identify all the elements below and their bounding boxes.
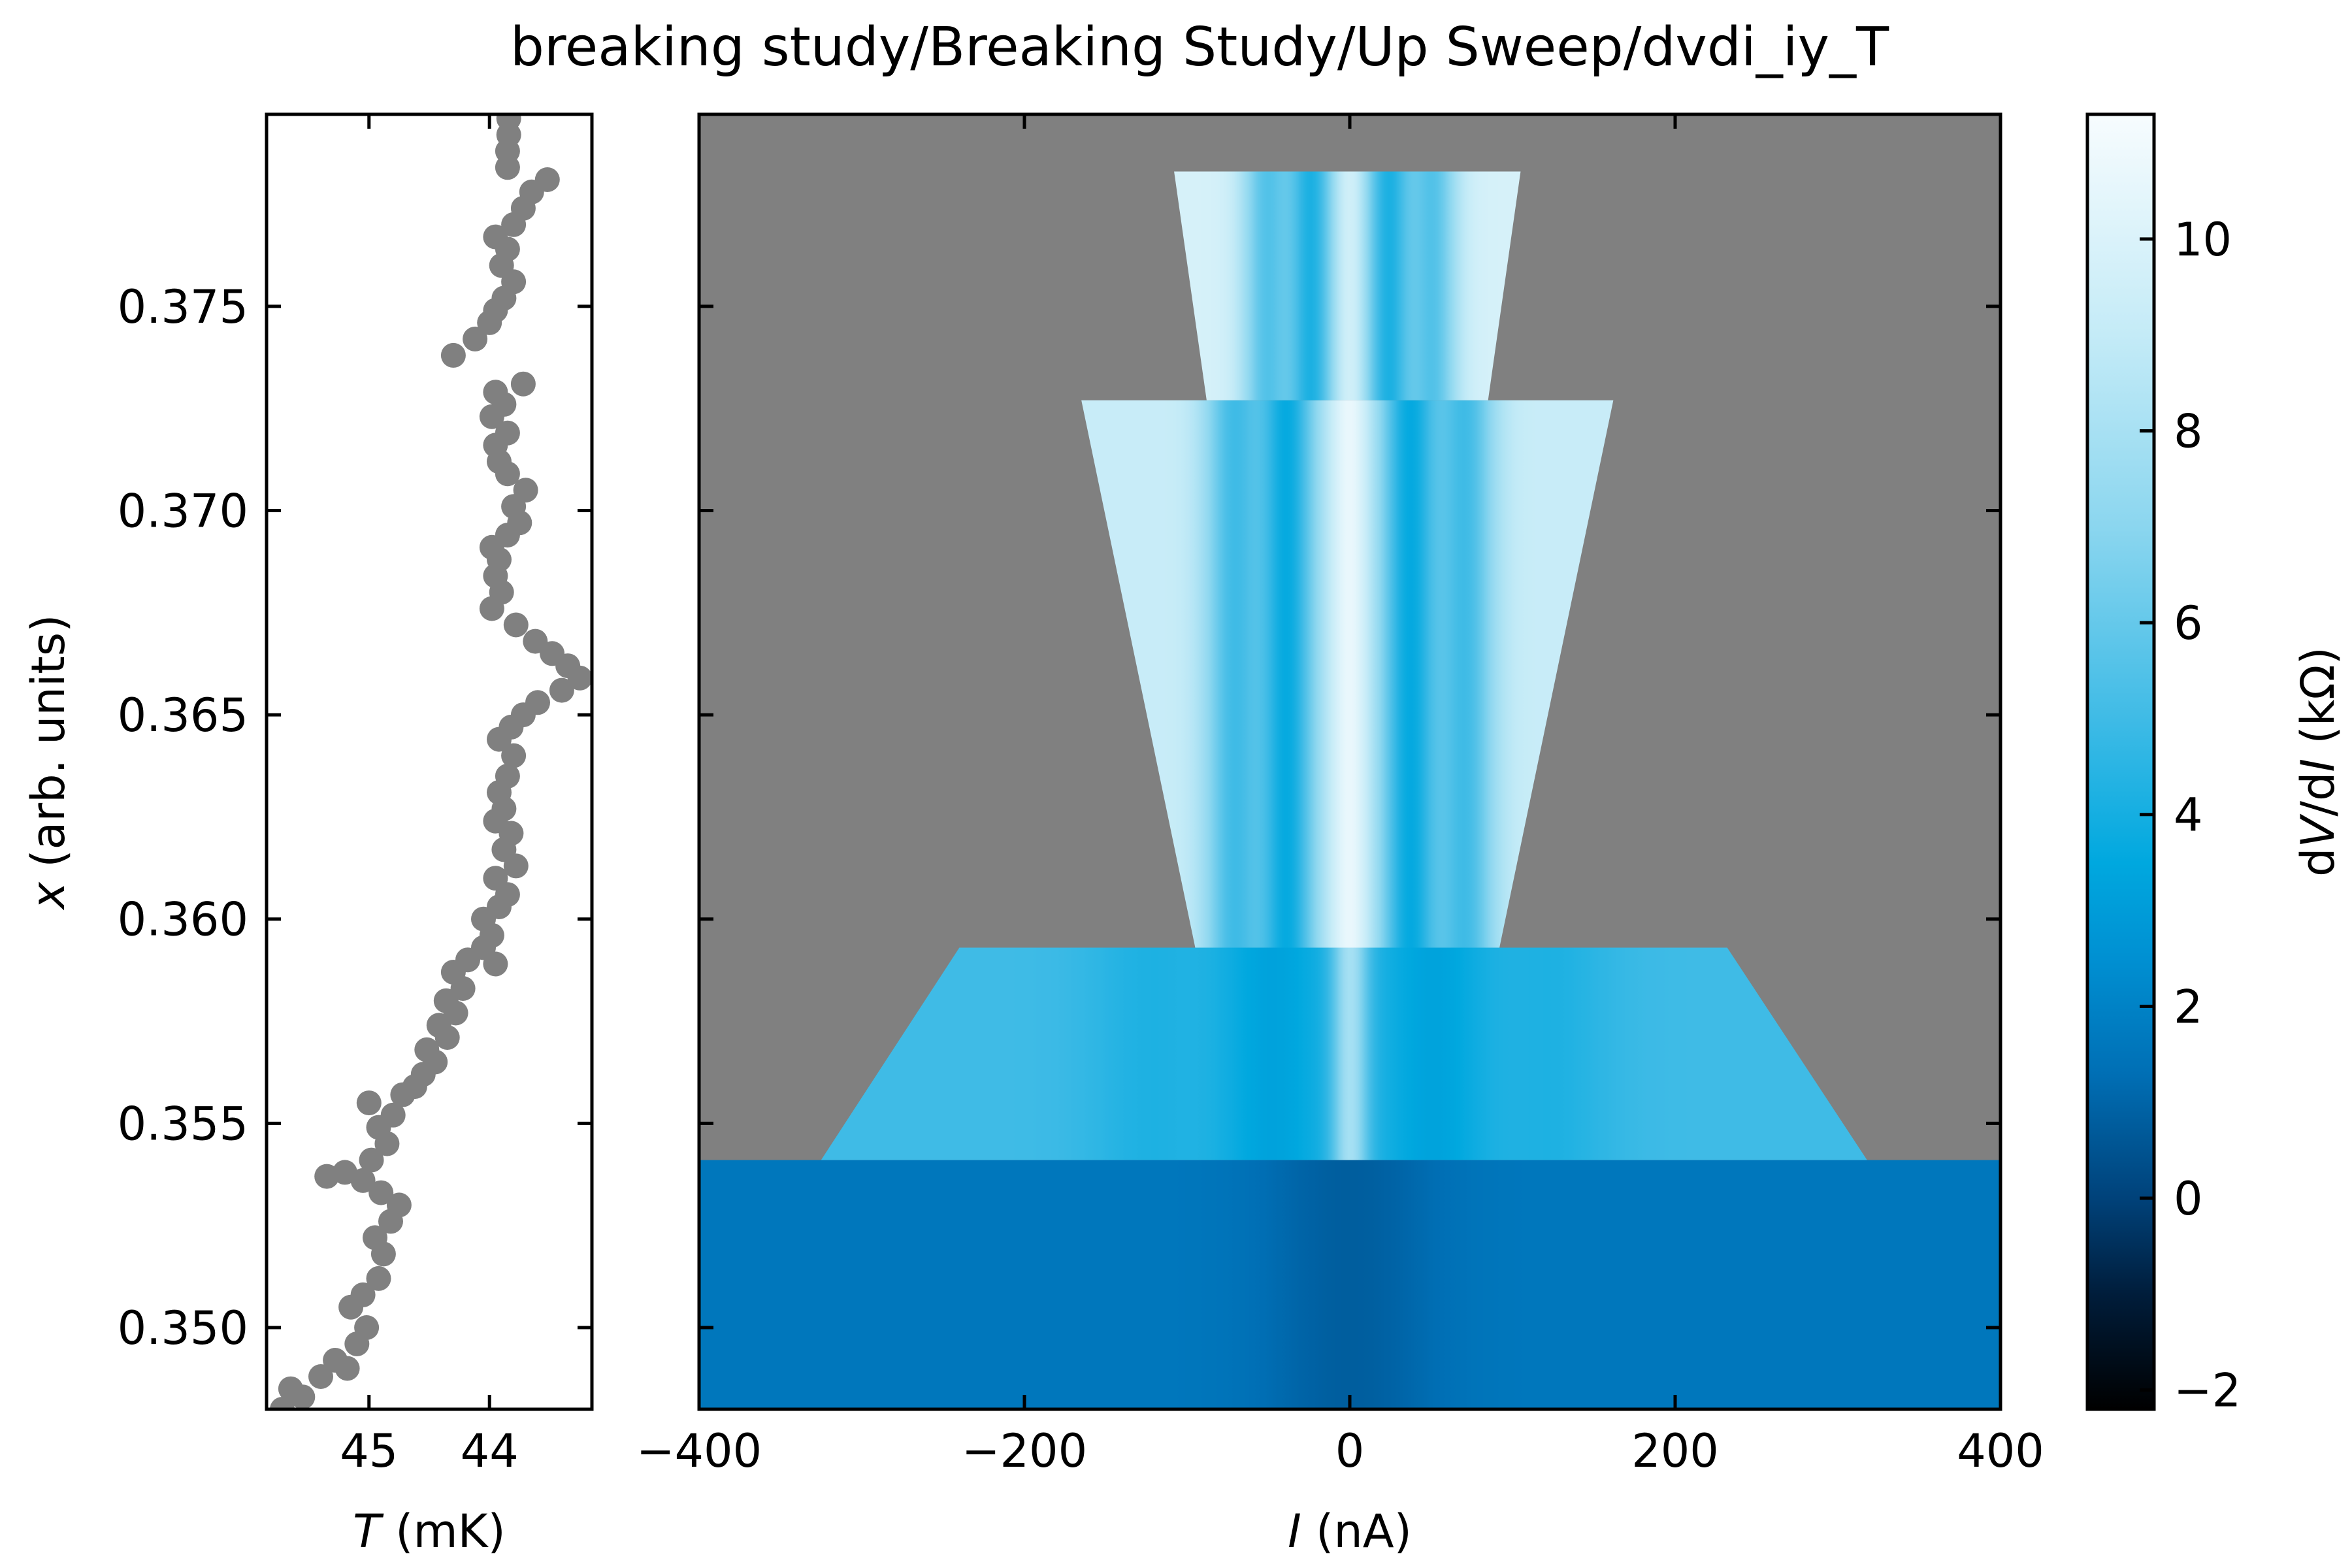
scatter-point — [496, 114, 521, 131]
left-y-axis-label: x (arb. units) — [22, 614, 75, 910]
scatter-point — [510, 371, 536, 397]
colorbar-gradient — [2085, 112, 2156, 1411]
heatmap-region — [821, 947, 1867, 1160]
scatter-point — [308, 1364, 333, 1389]
left-y-tick-label: 0.370 — [118, 484, 248, 538]
left-x-tick-label: 45 — [340, 1424, 398, 1478]
scatter-point — [549, 678, 574, 703]
main-x-tick-label: 0 — [1335, 1424, 1365, 1478]
scatter-point — [483, 380, 508, 405]
chart-title: breaking study/Breaking Study/Up Sweep/d… — [510, 16, 1889, 78]
scatter-point — [380, 1102, 406, 1128]
left-y-tick-label: 0.360 — [118, 893, 248, 947]
colorbar-tick-label: −2 — [2174, 1364, 2241, 1418]
scatter-point — [366, 1266, 391, 1291]
left-y-tick-label: 0.355 — [118, 1097, 248, 1151]
scatter-point — [463, 326, 488, 351]
heatmap-region — [1174, 171, 1521, 400]
left-y-tick-label: 0.365 — [118, 689, 248, 742]
main-x-tick-label: −200 — [962, 1424, 1087, 1478]
scatter-point — [523, 629, 548, 654]
left-plot-frame — [267, 114, 592, 1409]
scatter-point — [503, 612, 529, 638]
scatter-point — [414, 1037, 440, 1062]
temperature-scatter-panel: 0.350 0.355 0.360 0.365 0.370 0.375 45 44 T (mK… — [22, 112, 594, 1558]
scatter-point — [525, 690, 550, 715]
dvdi-heatmap-panel: −400 −200 0 200 400 I (nA) — [636, 112, 2044, 1558]
main-x-axis-label: I (nA) — [1288, 1505, 1412, 1558]
heatmap-region — [1081, 400, 1614, 948]
scatter-point — [290, 1384, 316, 1409]
heatmap-region — [699, 1160, 2001, 1409]
scatter-point — [368, 1180, 394, 1205]
colorbar-label: dV/dI (kΩ) — [2291, 647, 2345, 877]
scatter-point — [335, 1356, 360, 1381]
colorbar-tick-label: 0 — [2174, 1172, 2203, 1226]
main-x-tick-label: −400 — [636, 1424, 762, 1478]
scatter-point — [483, 224, 508, 250]
scatter-point — [386, 1192, 412, 1218]
main-x-tick-label: 400 — [1957, 1424, 2044, 1478]
scatter-point — [495, 763, 520, 789]
left-y-tick-label: 0.350 — [118, 1301, 248, 1355]
scatter-point — [354, 1315, 380, 1340]
left-x-axis-label: T (mK) — [353, 1505, 506, 1558]
colorbar-tick-label: 4 — [2174, 789, 2203, 842]
main-x-tick-label: 200 — [1631, 1424, 1719, 1478]
scatter-point — [332, 1160, 357, 1185]
scatter-point — [513, 478, 538, 503]
scatter-point — [363, 1225, 387, 1250]
scatter-point — [501, 743, 527, 768]
left-x-tick-label: 44 — [461, 1424, 519, 1478]
colorbar: −2 0 2 4 6 8 10 dV/dI (kΩ) — [2085, 112, 2345, 1418]
scatter-point — [483, 866, 508, 891]
scatter-point — [440, 342, 466, 368]
colorbar-tick-label: 10 — [2174, 213, 2232, 267]
scatter-point — [534, 167, 560, 192]
scatter-point — [350, 1282, 376, 1307]
colorbar-tick-label: 6 — [2174, 596, 2203, 650]
colorbar-tick-label: 2 — [2174, 980, 2203, 1034]
left-y-tick-label: 0.375 — [118, 280, 248, 334]
scatter-point — [356, 1090, 382, 1116]
scatter-point — [495, 420, 520, 446]
colorbar-tick-label: 8 — [2174, 404, 2203, 458]
scatter-point — [359, 1147, 384, 1173]
